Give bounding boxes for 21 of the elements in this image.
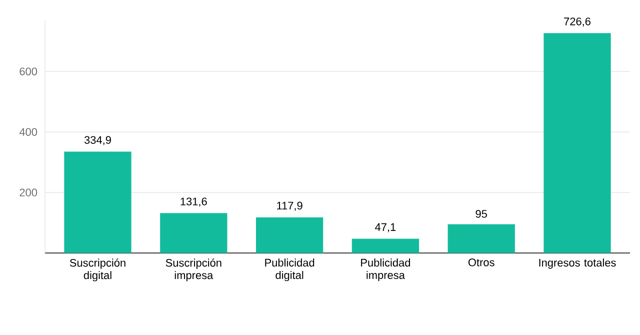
data-label: 95 [476,210,487,218]
data-label: 726,6 [564,18,590,27]
y-tick-label: 400 [19,128,38,136]
x-tick-label: Otros [468,258,494,266]
bar [544,33,611,253]
x-tick-label: Publicidad digital [265,258,314,282]
data-label: 47,1 [375,223,396,232]
data-label: 334,9 [84,136,111,146]
bar [256,217,324,253]
y-tick-label: 200 [20,188,38,196]
data-label: 131,6 [180,198,207,207]
x-tick-label: Suscripción digital [70,258,126,282]
bar [448,224,515,253]
x-tick-label: Suscripción impresa [166,258,222,282]
x-tick-label: Ingresos totales [539,258,616,269]
y-tick-label: 600 [20,68,38,76]
x-tick-label: Publicidad impresa [361,258,410,282]
bar [352,238,420,253]
bar [160,213,228,253]
data-label: 117,9 [277,202,302,211]
bar [64,152,132,253]
